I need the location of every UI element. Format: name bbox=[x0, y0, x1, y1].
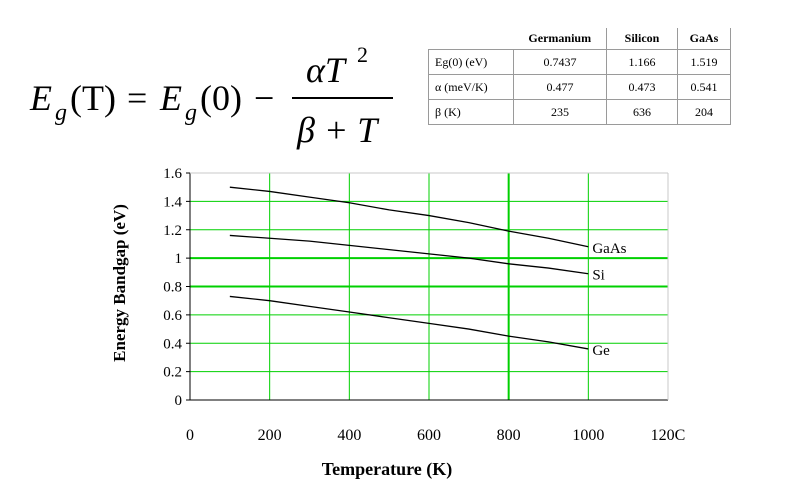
table-cell: 1.519 bbox=[677, 49, 731, 75]
y-tick-label: 1.2 bbox=[163, 223, 182, 239]
formula-lhs-sub: g bbox=[55, 100, 67, 126]
parameter-table: Germanium Silicon GaAs Eg(0) (eV) 0.7437… bbox=[428, 28, 731, 125]
table-cell: 0.541 bbox=[677, 74, 731, 100]
chart-series: GaAs Si Ge bbox=[229, 186, 627, 359]
series-label: GaAs bbox=[592, 241, 626, 257]
y-tick-label: 0.8 bbox=[163, 280, 182, 296]
formula-rhs-sub: g bbox=[185, 100, 197, 126]
formula-denominator: β + T bbox=[296, 110, 380, 150]
x-tick-label: 600 bbox=[417, 427, 441, 444]
table-row: β (K) 235 636 204 bbox=[428, 99, 731, 125]
formula-numerator: αT bbox=[306, 50, 348, 90]
formula-lhs-E: E bbox=[29, 78, 52, 118]
formula-equals: = bbox=[127, 78, 147, 118]
x-tick-label: 400 bbox=[337, 427, 361, 444]
formula-lhs-T: (T) bbox=[70, 78, 116, 118]
table-cell: 0.7437 bbox=[513, 49, 607, 75]
y-tick-label: 0.6 bbox=[163, 308, 182, 324]
series-line-gaas bbox=[229, 186, 589, 248]
table-row: α (meV/K) 0.477 0.473 0.541 bbox=[428, 74, 731, 100]
formula-exponent: 2 bbox=[357, 42, 368, 67]
series-line-ge bbox=[229, 295, 589, 350]
x-tick-label: 800 bbox=[497, 427, 521, 444]
series-label: Ge bbox=[592, 343, 610, 359]
table-header-row: Germanium Silicon GaAs bbox=[428, 28, 731, 50]
formula-minus: − bbox=[254, 78, 274, 118]
y-tick-label: 0.2 bbox=[163, 365, 182, 381]
table-cell: 0.477 bbox=[513, 74, 607, 100]
y-axis-label: Energy Bandgap (eV) bbox=[110, 204, 129, 362]
y-tick-label: 0 bbox=[175, 393, 183, 409]
table-col-header: Germanium bbox=[513, 28, 607, 50]
chart-axes bbox=[186, 172, 669, 401]
table-cell: 235 bbox=[513, 99, 607, 125]
formula-rhs-E: E bbox=[159, 78, 182, 118]
table-cell: 636 bbox=[606, 99, 678, 125]
table-corner bbox=[428, 28, 514, 50]
table-row-label: α (meV/K) bbox=[428, 74, 514, 100]
table-cell: 204 bbox=[677, 99, 731, 125]
bandgap-formula: E g (T) = E g (0) − αT 2 β + T bbox=[29, 42, 393, 150]
table-row-label: Eg(0) (eV) bbox=[428, 49, 514, 75]
table-row-label: β (K) bbox=[428, 99, 514, 125]
y-tick-label: 0.4 bbox=[163, 336, 182, 352]
x-tick-label: 1000 bbox=[572, 427, 604, 444]
formula-rhs-0: (0) bbox=[200, 78, 242, 118]
x-tick-label: 0 bbox=[186, 427, 194, 444]
chart-tick-labels: 0 200 400 600 800 1000 120C 0 0.2 0.4 0.6 0.8 1 1.2 1.… bbox=[163, 166, 685, 444]
series-line-si bbox=[229, 234, 589, 275]
bandgap-chart: GaAs Si Ge 0 200 400 600 800 1000 120C 0 0.2 0.4 0.6… bbox=[110, 166, 685, 480]
y-tick-label: 1.6 bbox=[163, 166, 182, 182]
table-cell: 0.473 bbox=[606, 74, 678, 100]
x-tick-label: 120C bbox=[651, 427, 686, 444]
x-tick-label: 200 bbox=[258, 427, 282, 444]
table-row: Eg(0) (eV) 0.7437 1.166 1.519 bbox=[428, 49, 731, 75]
x-axis-label: Temperature (K) bbox=[322, 459, 452, 480]
table-cell: 1.166 bbox=[606, 49, 678, 75]
y-tick-label: 1 bbox=[175, 251, 183, 267]
chart-grid bbox=[190, 172, 669, 400]
table-col-header: Silicon bbox=[606, 28, 678, 50]
table-col-header: GaAs bbox=[677, 28, 731, 50]
series-label: Si bbox=[592, 268, 605, 284]
y-tick-label: 1.4 bbox=[163, 194, 182, 210]
